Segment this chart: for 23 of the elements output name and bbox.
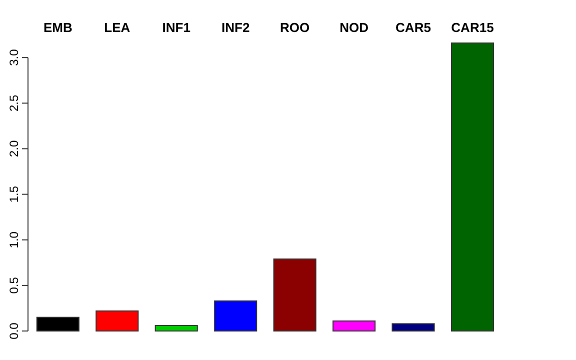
x-tick-label: CAR5 [396, 20, 431, 35]
bar [392, 323, 435, 332]
y-tick-label: 0.0 [7, 322, 21, 340]
x-tick-label: EMB [43, 20, 72, 35]
y-tick-label: 0.5 [7, 276, 21, 294]
y-tick-label: 3.0 [7, 48, 21, 66]
y-tick-label: 2.0 [7, 140, 21, 158]
y-tick-label: 1.5 [7, 186, 21, 203]
x-tick-label: ROO [280, 20, 310, 35]
x-tick-label: LEA [104, 20, 131, 35]
bar [96, 310, 139, 332]
y-tick-label: 1.0 [7, 231, 21, 248]
y-tick-label: 2.5 [7, 94, 21, 112]
x-tick-label: INF1 [162, 20, 190, 35]
x-tick-label: INF2 [222, 20, 250, 35]
bar [36, 316, 80, 332]
bar [154, 325, 198, 332]
bar [214, 300, 258, 332]
bar [450, 42, 494, 332]
x-tick-label: NOD [340, 20, 368, 35]
bar [273, 258, 316, 332]
bar [332, 320, 376, 332]
x-tick-label: CAR15 [451, 20, 494, 35]
